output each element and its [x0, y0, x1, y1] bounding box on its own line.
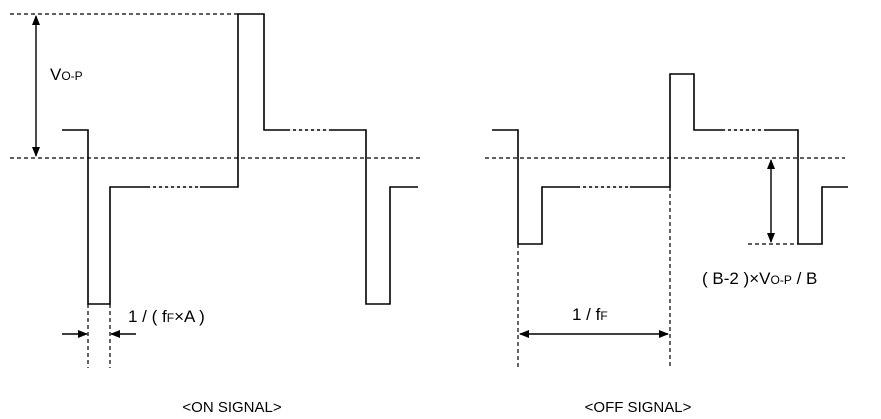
vop-sub: O-P: [61, 69, 82, 83]
period-prefix: 1 / f: [572, 305, 601, 324]
period-sub: F: [600, 309, 607, 323]
off-signal-caption: <OFF SIGNAL>: [585, 399, 692, 416]
on-signal-caption: <ON SIGNAL>: [182, 399, 281, 416]
pulse-width-sub: F: [167, 311, 174, 325]
pulse-width-label: 1 / ( fF×A ): [128, 307, 205, 326]
off-amplitude-label: ( B-2 )×VO-P / B: [702, 269, 817, 288]
on-signal-waveform: [62, 13, 418, 305]
off-signal-waveform: [492, 73, 848, 245]
off-amplitude-prefix: ( B-2 )×V: [702, 269, 771, 288]
vop-main: V: [50, 65, 62, 84]
period-label: 1 / fF: [572, 305, 608, 324]
off-amplitude-suffix: / B: [792, 269, 818, 288]
pulse-width-prefix: 1 / ( f: [128, 307, 167, 326]
vop-label: VO-P: [50, 65, 83, 84]
off-amplitude-sub: O-P: [771, 273, 792, 287]
pulse-width-suffix: ×A ): [174, 307, 205, 326]
